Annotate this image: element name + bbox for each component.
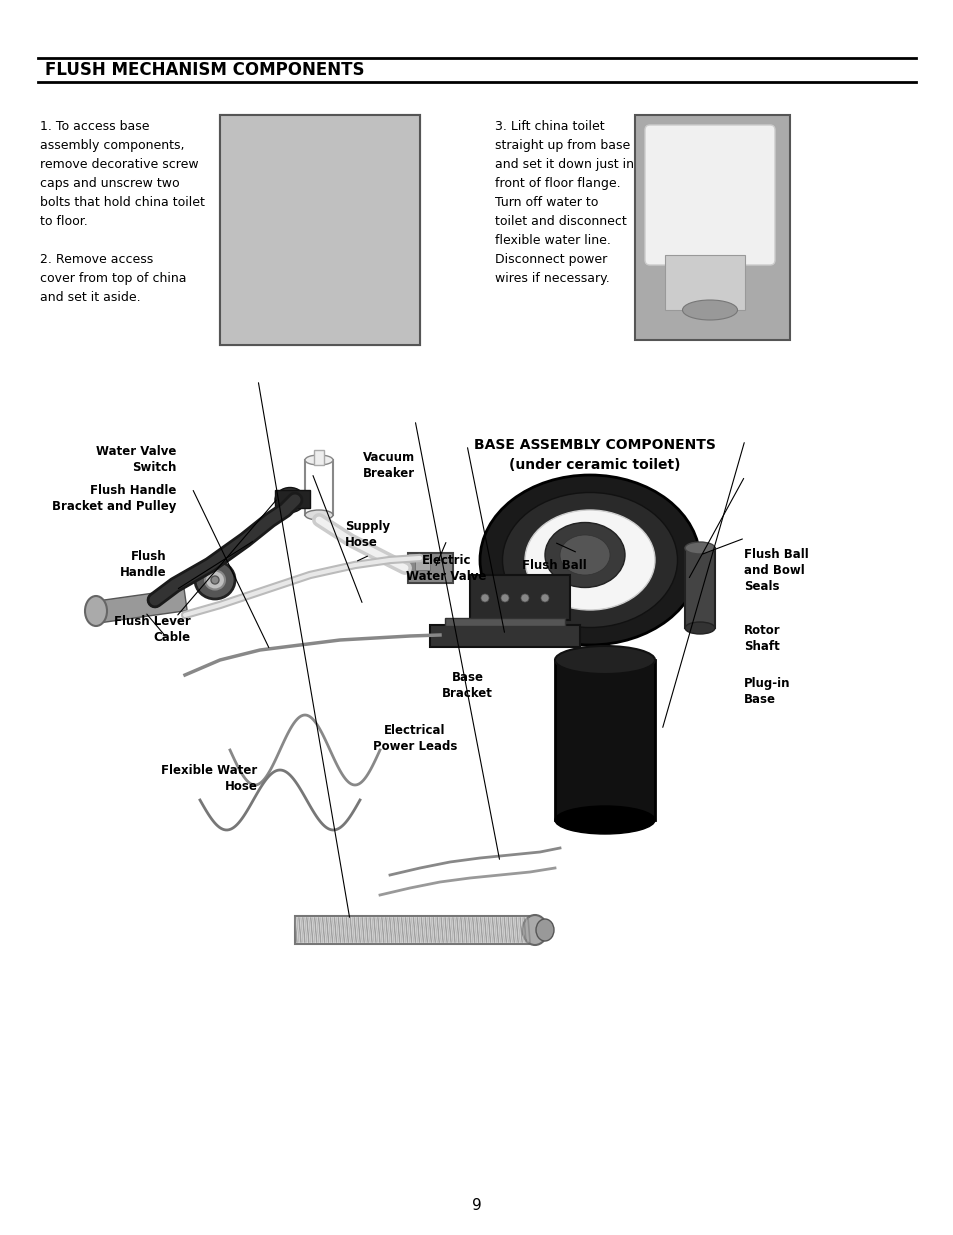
Bar — [408, 553, 453, 583]
Text: 1. To access base
assembly components,
remove decorative screw
caps and unscrew : 1. To access base assembly components, r… — [40, 120, 205, 304]
Bar — [684, 548, 714, 629]
Bar — [222, 117, 417, 343]
Text: Rotor
Shaft: Rotor Shaft — [743, 624, 780, 653]
Ellipse shape — [211, 576, 219, 584]
Ellipse shape — [312, 310, 332, 320]
Ellipse shape — [305, 510, 333, 520]
Bar — [294, 916, 535, 944]
Ellipse shape — [524, 510, 655, 610]
Text: Flush Lever
Cable: Flush Lever Cable — [114, 615, 191, 645]
Ellipse shape — [522, 915, 547, 945]
Ellipse shape — [684, 542, 714, 555]
Bar — [555, 659, 655, 820]
Text: BASE ASSEMBLY COMPONENTS: BASE ASSEMBLY COMPONENTS — [474, 438, 715, 452]
Ellipse shape — [194, 561, 234, 599]
Bar — [664, 254, 744, 310]
Text: 3. Lift china toilet
straight up from base
and set it down just in
front of floo: 3. Lift china toilet straight up from ba… — [495, 120, 634, 285]
Circle shape — [500, 594, 509, 601]
Ellipse shape — [280, 144, 399, 205]
Ellipse shape — [274, 488, 305, 513]
Bar — [313, 175, 331, 315]
Text: (under ceramic toilet): (under ceramic toilet) — [509, 458, 680, 472]
Bar — [220, 115, 419, 345]
Bar — [305, 459, 333, 515]
Circle shape — [540, 594, 548, 601]
Ellipse shape — [205, 571, 225, 589]
Text: 9: 9 — [472, 1198, 481, 1213]
Ellipse shape — [555, 806, 655, 834]
Bar — [637, 117, 787, 338]
Text: Flexible Water
Hose: Flexible Water Hose — [161, 763, 257, 793]
Ellipse shape — [85, 597, 107, 626]
Bar — [415, 558, 430, 571]
Bar — [635, 115, 789, 340]
Ellipse shape — [502, 493, 677, 627]
Bar — [274, 490, 310, 508]
Text: Water Valve
Switch: Water Valve Switch — [96, 445, 176, 474]
Circle shape — [480, 594, 489, 601]
Bar — [430, 625, 579, 647]
Bar — [444, 618, 564, 626]
Ellipse shape — [681, 300, 737, 320]
Ellipse shape — [536, 919, 554, 941]
Text: Supply
Hose: Supply Hose — [345, 520, 390, 550]
Text: Vacuum
Breaker: Vacuum Breaker — [362, 451, 415, 480]
Bar — [314, 317, 329, 336]
Text: FLUSH MECHANISM COMPONENTS: FLUSH MECHANISM COMPONENTS — [45, 61, 364, 79]
FancyBboxPatch shape — [644, 125, 774, 266]
Ellipse shape — [479, 475, 700, 645]
Ellipse shape — [544, 522, 624, 588]
Text: Flush Ball: Flush Ball — [521, 559, 586, 572]
Text: Plug-in
Base: Plug-in Base — [743, 677, 790, 706]
Text: Electrical
Power Leads: Electrical Power Leads — [373, 724, 456, 753]
Ellipse shape — [555, 646, 655, 674]
Text: Flush Ball
and Bowl
Seals: Flush Ball and Bowl Seals — [743, 548, 808, 593]
Bar — [90, 589, 187, 624]
Text: Base
Bracket: Base Bracket — [441, 671, 493, 700]
Ellipse shape — [305, 454, 333, 466]
Ellipse shape — [684, 622, 714, 634]
Circle shape — [520, 594, 529, 601]
Text: Flush Handle
Bracket and Pulley: Flush Handle Bracket and Pulley — [52, 484, 176, 514]
Bar — [314, 450, 324, 466]
Ellipse shape — [559, 535, 609, 576]
Text: Electric
Water Valve: Electric Water Valve — [406, 553, 486, 583]
Text: Flush
Handle: Flush Handle — [120, 550, 167, 579]
Bar — [470, 576, 569, 620]
